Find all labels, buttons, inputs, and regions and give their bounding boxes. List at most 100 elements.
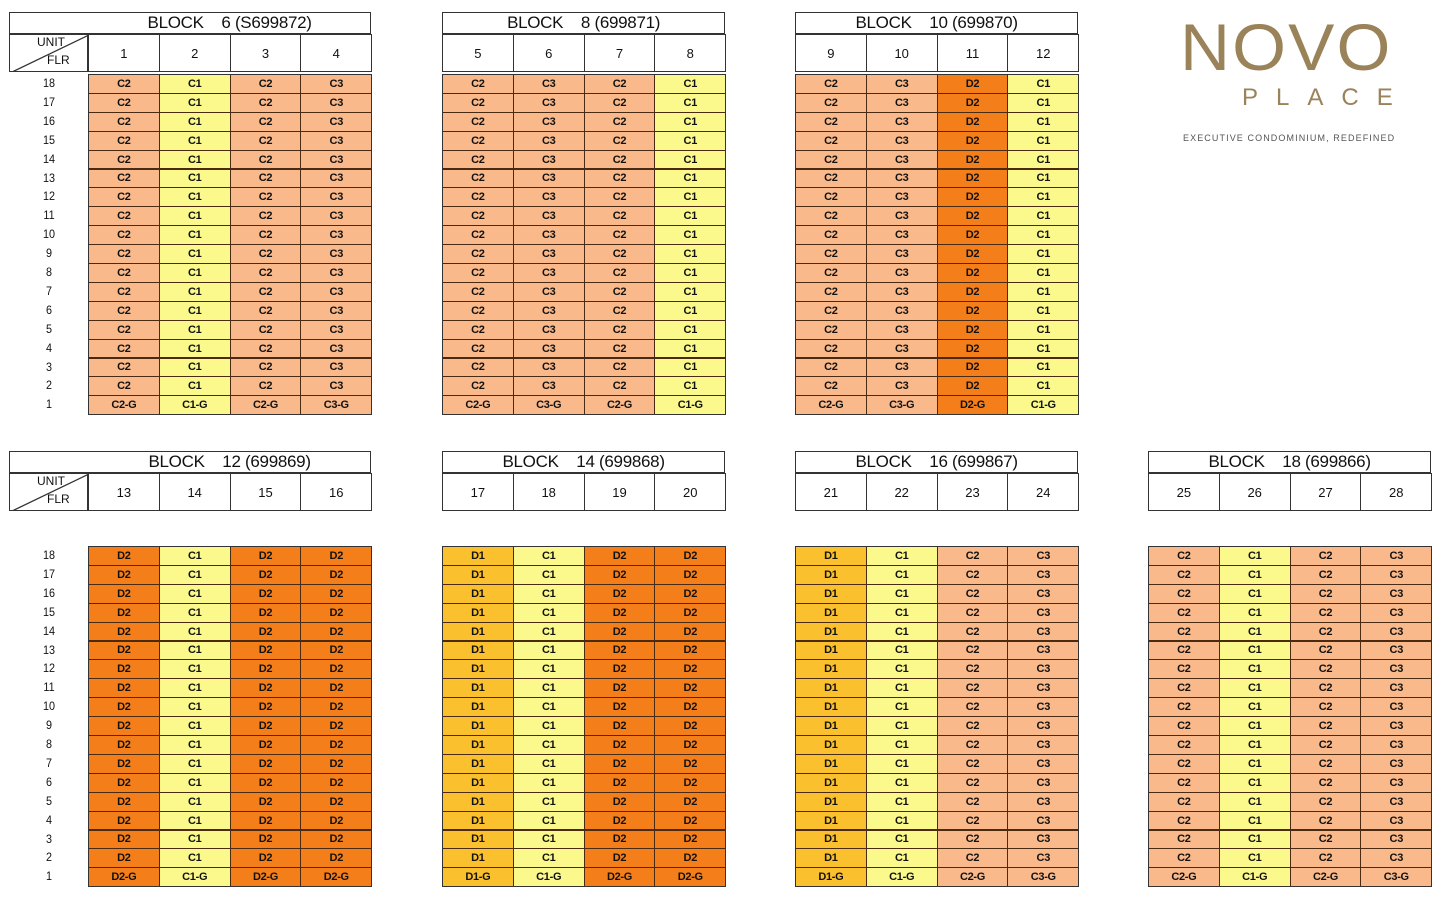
floor-number: 6 <box>45 302 53 317</box>
unit-type-cell: C3 <box>512 149 585 170</box>
unit-type-cell: D2 <box>583 716 656 736</box>
unit-type-cell: D2 <box>936 281 1009 302</box>
unit-type-cell: C2 <box>442 244 514 264</box>
unit-type-cell: D2 <box>88 546 160 566</box>
unit-number-header: 18 <box>512 473 585 511</box>
unit-type-cell: D2 <box>229 583 302 604</box>
unit-type-cell: C2 <box>936 735 1009 755</box>
block-title: BLOCK 16 (699867) <box>795 451 1079 473</box>
unit-type-cell: D1 <box>795 546 867 566</box>
unit-number-header: 4 <box>300 34 373 72</box>
unit-type-cell: C1 <box>158 716 231 736</box>
unit-type-cell: C1 <box>158 281 231 302</box>
unit-type-cell: C1 <box>512 791 585 812</box>
unit-type-cell: D1 <box>795 810 867 831</box>
unit-type-cell: C1 <box>654 206 727 227</box>
floor-number: 4 <box>45 812 53 827</box>
unit-type-cell: C2 <box>1289 564 1362 585</box>
unit-type-cell: D1 <box>442 716 514 736</box>
unit-type-cell: C2 <box>795 357 867 378</box>
unit-type-cell: C2 <box>88 338 160 359</box>
unit-type-cell: D2 <box>300 640 373 661</box>
unit-type-cell: D2 <box>88 697 160 718</box>
unit-number-header: 7 <box>583 34 656 72</box>
unit-type-cell: C1 <box>512 564 585 585</box>
unit-type-cell: C2 <box>936 772 1009 793</box>
unit-type-cell: C2 <box>1148 829 1220 850</box>
unit-type-cell: C2 <box>1148 602 1220 623</box>
unit-type-cell: C2 <box>88 244 160 264</box>
unit-type-cell: C2 <box>583 187 656 208</box>
unit-type-cell: D1 <box>795 659 867 680</box>
unit-type-cell: C2 <box>88 168 160 189</box>
unit-type-cell: C3 <box>1007 659 1080 680</box>
unit-type-cell: C1 <box>1218 772 1291 793</box>
floor-number: 17 <box>42 566 56 581</box>
unit-type-cell: D2 <box>300 791 373 812</box>
unit-type-cell: C1 <box>512 678 585 699</box>
unit-type-cell: C1 <box>1007 92 1080 113</box>
unit-type-cell: C1 <box>865 829 938 850</box>
unit-label: UNIT <box>37 35 65 49</box>
unit-type-cell: D2 <box>583 678 656 699</box>
unit-type-cell: C2 <box>583 92 656 113</box>
floor-number: 11 <box>43 208 55 223</box>
unit-type-cell: D2 <box>229 640 302 661</box>
unit-type-cell: C2 <box>936 716 1009 736</box>
unit-type-cell: C2 <box>442 319 514 340</box>
floor-number: 14 <box>42 151 56 166</box>
unit-type-cell: C2 <box>229 281 302 302</box>
unit-type-cell: D2 <box>654 583 727 604</box>
unit-type-cell: C2 <box>795 319 867 340</box>
unit-type-cell: C1 <box>158 810 231 831</box>
unit-type-cell: C1 <box>654 225 727 246</box>
unit-number-header: 5 <box>442 34 514 72</box>
unit-type-cell: D2 <box>654 753 727 774</box>
unit-type-cell: C1 <box>1218 564 1291 585</box>
unit-type-cell: C2 <box>795 244 867 264</box>
unit-type-cell: D2 <box>654 640 727 661</box>
unit-type-cell: C2 <box>229 300 302 321</box>
unit-type-cell: C1-G <box>158 867 231 888</box>
unit-type-cell: D2 <box>936 319 1009 340</box>
floor-number: 13 <box>42 170 56 185</box>
unit-type-cell: C1 <box>512 640 585 661</box>
unit-type-cell: C3 <box>1007 697 1080 718</box>
unit-type-cell: C2-G <box>88 395 160 416</box>
unit-type-cell: C1 <box>654 149 727 170</box>
unit-type-cell: C3 <box>1007 829 1080 850</box>
unit-type-cell: C1 <box>158 74 231 94</box>
unit-type-cell: D2 <box>936 92 1009 113</box>
unit-type-cell: C1 <box>512 810 585 831</box>
unit-type-cell: C1 <box>158 678 231 699</box>
unit-type-cell: C1 <box>1007 187 1080 208</box>
unit-type-cell: C3 <box>1360 810 1433 831</box>
unit-type-cell: C1-G <box>865 867 938 888</box>
unit-number-header: 11 <box>936 34 1009 72</box>
unit-type-cell: C1 <box>654 244 727 264</box>
unit-type-cell: C2 <box>583 225 656 246</box>
unit-type-cell: D1 <box>795 753 867 774</box>
unit-type-cell: D2 <box>583 659 656 680</box>
unit-type-cell: C1 <box>865 791 938 812</box>
floor-number: 16 <box>42 585 56 600</box>
unit-type-cell: C1 <box>1007 206 1080 227</box>
unit-type-cell: C3 <box>865 206 938 227</box>
unit-type-cell: D2 <box>583 621 656 642</box>
unit-type-cell: C1 <box>654 281 727 302</box>
unit-type-cell: C2 <box>229 244 302 264</box>
unit-type-cell: C3 <box>512 244 585 264</box>
unit-type-cell: D2 <box>654 829 727 850</box>
unit-type-cell: D1 <box>795 772 867 793</box>
unit-type-cell: D2 <box>936 357 1009 378</box>
unit-type-cell: C3 <box>1360 697 1433 718</box>
unit-type-cell: C2 <box>229 92 302 113</box>
unit-type-cell: C3 <box>300 168 373 189</box>
unit-type-cell: D2 <box>583 848 656 869</box>
unit-type-cell: D2 <box>654 678 727 699</box>
unit-type-cell: C1 <box>1218 848 1291 869</box>
unit-type-cell: D2 <box>300 546 373 566</box>
unit-type-cell: C1 <box>865 546 938 566</box>
unit-type-cell: D2 <box>300 621 373 642</box>
unit-type-cell: C1 <box>158 187 231 208</box>
